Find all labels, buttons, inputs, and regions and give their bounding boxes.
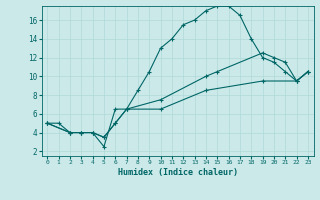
X-axis label: Humidex (Indice chaleur): Humidex (Indice chaleur) bbox=[118, 168, 237, 177]
